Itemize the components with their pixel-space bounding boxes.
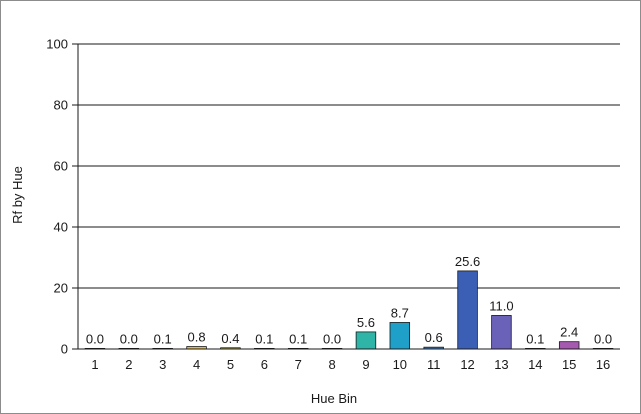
x-tick-label: 2 [125, 357, 132, 372]
data-label: 0.0 [323, 331, 341, 346]
x-tick-label: 6 [261, 357, 268, 372]
data-label: 0.1 [526, 331, 544, 346]
bars [84, 270, 614, 350]
data-label: 5.6 [357, 315, 375, 330]
x-tick-label: 14 [528, 357, 542, 372]
x-tick-label: 3 [159, 357, 166, 372]
data-label: 0.1 [289, 331, 307, 346]
data-label: 0.1 [154, 331, 172, 346]
x-tick-label: 7 [295, 357, 302, 372]
x-axis-title: Hue Bin [311, 391, 357, 406]
y-tick-label: 80 [54, 98, 68, 113]
x-tick-label: 1 [91, 357, 98, 372]
y-axis-tick-labels: 0 20 40 60 80 100 [46, 37, 68, 357]
y-axis-title: Rf by Hue [10, 166, 25, 224]
x-tick-label: 16 [596, 357, 610, 372]
data-label: 0.0 [120, 331, 138, 346]
data-label: 0.1 [255, 331, 273, 346]
x-tick-label: 5 [227, 357, 234, 372]
y-tick-label: 40 [54, 220, 68, 235]
data-label: 8.7 [391, 305, 409, 320]
x-tick-label: 12 [460, 357, 474, 372]
bar [558, 341, 580, 350]
data-label: 2.4 [560, 325, 578, 340]
x-tick-label: 4 [193, 357, 200, 372]
data-label: 11.0 [489, 298, 513, 313]
y-tick-label: 60 [54, 159, 68, 174]
data-labels: 0.0 0.0 0.1 0.8 0.4 0.1 0.1 0.0 5.6 8.7 0.6 25.6 11.… [86, 254, 612, 346]
x-tick-label: 9 [362, 357, 369, 372]
data-label: 0.0 [86, 331, 104, 346]
y-tick-label: 20 [54, 281, 68, 296]
bar [491, 315, 512, 350]
data-label: 25.6 [455, 254, 480, 269]
bar [355, 331, 377, 350]
bar [457, 270, 478, 350]
data-label: 0.0 [594, 331, 612, 346]
data-label: 0.4 [221, 331, 239, 346]
x-tick-label: 11 [427, 357, 441, 372]
data-label: 0.6 [425, 330, 443, 345]
x-tick-label: 8 [328, 357, 335, 372]
x-tick-label: 13 [494, 357, 508, 372]
y-tick-label: 0 [61, 342, 68, 357]
y-tick-label: 100 [46, 37, 68, 52]
x-axis-tick-labels: 1 2 3 4 5 6 7 8 9 10 11 12 13 14 15 16 [91, 357, 610, 372]
gridlines [72, 43, 620, 350]
data-label: 0.8 [188, 330, 206, 345]
x-tick-label: 10 [393, 357, 407, 372]
x-tick-label: 15 [562, 357, 576, 372]
bar [389, 322, 411, 350]
